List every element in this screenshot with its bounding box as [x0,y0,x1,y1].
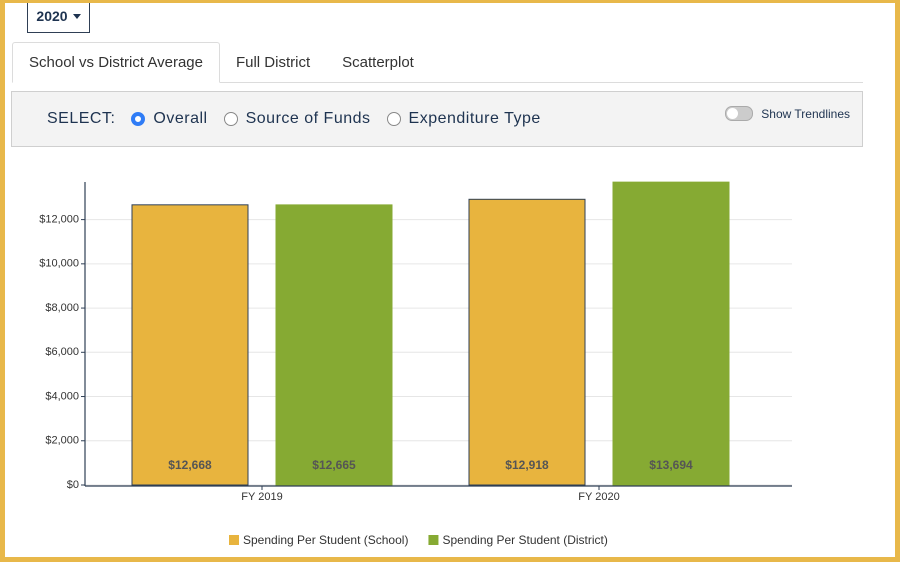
radio [223,112,238,126]
dropdown-label: 2020 [36,8,68,24]
bar [275,204,393,486]
x-tick-label: FY 2020 [578,491,619,503]
options: Overall Source of Funds Expenditure Type [131,110,556,128]
tab[interactable]: Scatterplot [342,53,414,71]
y-tick-label: $10,000 [39,258,79,270]
tab[interactable]: Full District [235,53,311,71]
y-tick-label: $12,000 [39,214,79,226]
caret [72,13,81,19]
x-tick-label: FY 2019 [241,491,282,503]
radio-option[interactable]: Source of Funds [223,110,371,128]
option-label: Expenditure Type [408,110,541,127]
legend-swatch [428,535,439,545]
option-label: Source of Funds [245,110,371,127]
value-label: $12,665 [312,458,356,472]
y-tick-label: $8,000 [45,302,79,314]
radio [131,112,146,126]
year-dropdown[interactable]: 2020 [27,0,90,33]
select-label: SELECT: [47,110,116,127]
bar [612,181,730,486]
option-label: Overall [153,110,208,127]
value-label: $12,668 [168,458,212,472]
y-tick-label: $6,000 [45,346,79,358]
y-tick-label: $0 [67,479,79,491]
radio [386,112,401,126]
bar [468,198,586,486]
radio-option[interactable]: Overall [131,110,207,128]
legend-label: Spending Per Student (District) [442,533,607,547]
legend-label: Spending Per Student (School) [243,533,408,547]
trendline-toggle[interactable]: Show Trendlines [725,106,850,121]
select-panel: SELECT: Overall Source of Funds Expenditur… [11,91,863,147]
y-tick-label: $4,000 [45,390,79,402]
tabs: School vs District Average Full District S… [12,42,863,83]
value-label: $12,918 [505,458,549,472]
bar [131,204,249,486]
radio-option[interactable]: Expenditure Type [386,110,541,128]
toggle-label: Show Trendlines [761,106,850,121]
value-label: $13,694 [649,458,693,472]
switch [725,106,754,121]
tab[interactable]: School vs District Average [12,42,220,83]
y-tick-label: $2,000 [45,435,79,447]
legend-swatch [229,535,239,545]
